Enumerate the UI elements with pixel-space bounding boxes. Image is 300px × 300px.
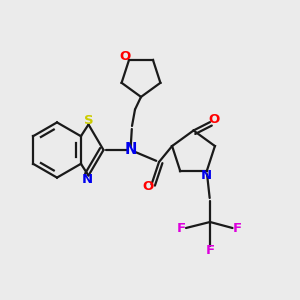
Text: N: N <box>124 142 137 158</box>
Text: N: N <box>201 169 212 182</box>
Text: O: O <box>142 180 154 194</box>
Text: N: N <box>82 173 93 186</box>
Text: F: F <box>233 221 242 235</box>
Text: F: F <box>206 244 214 257</box>
Text: O: O <box>208 113 220 126</box>
Text: S: S <box>84 114 93 128</box>
Text: O: O <box>120 50 131 64</box>
Text: F: F <box>177 221 186 235</box>
